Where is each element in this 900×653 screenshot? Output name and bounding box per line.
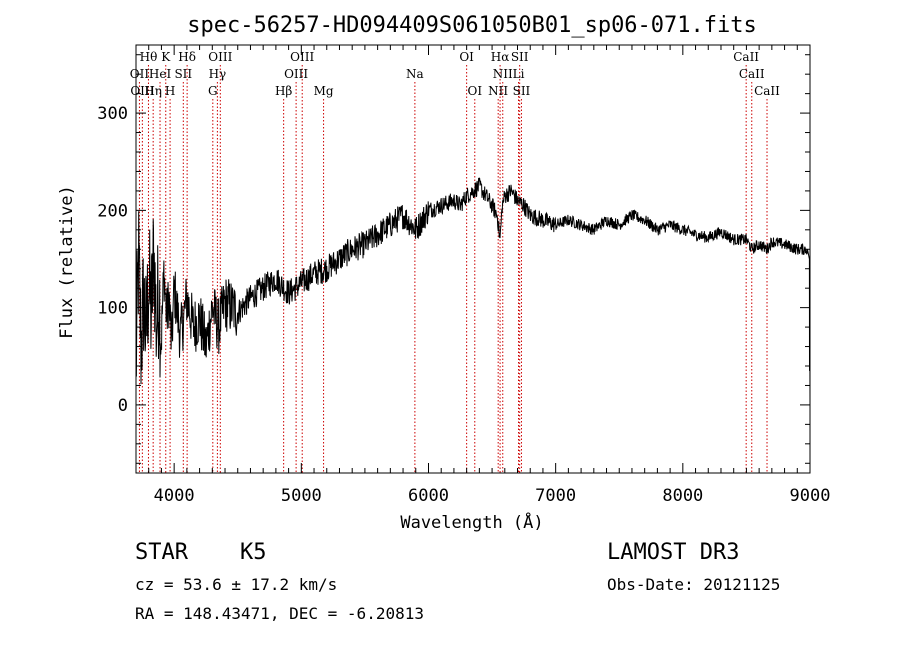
line-marker-label: Hβ [275,84,292,98]
y-tick-label: 300 [97,104,128,124]
x-tick-label: 7000 [535,486,576,506]
x-tick-label: 4000 [154,486,195,506]
x-tick-label: 8000 [662,486,703,506]
survey-name: LAMOST DR3 [607,540,740,565]
redshift-value: cz = 53.6 ± 17.2 km/s [135,575,338,594]
x-tick-label: 5000 [281,486,322,506]
x-tick-label: 6000 [408,486,449,506]
line-marker-label: HeI [149,67,172,81]
line-marker-label: Na [406,67,424,81]
spectral-subclass: K5 [240,540,267,565]
line-marker-label: Li [513,67,525,81]
y-tick-label: 200 [97,201,128,221]
line-marker-label: CaII [754,84,780,98]
line-marker-label: Hγ [209,67,227,81]
line-marker-label: OIII [290,50,314,64]
line-marker-label: OIII [208,50,232,64]
line-marker-label: CaII [739,67,765,81]
line-marker-label: OI [467,84,482,98]
x-tick-label: 9000 [790,486,831,506]
line-marker-label: NII [488,84,508,98]
line-marker-label: Hδ [178,50,196,64]
line-marker-label: Hη [144,84,162,98]
line-marker-label: Hα [491,50,510,64]
y-axis-label: Flux (relative) [57,185,77,339]
x-axis-label: Wavelength (Å) [400,511,543,533]
chart-title: spec-56257-HD094409S061050B01_sp06-071.f… [187,13,757,38]
object-type: STAR [135,540,188,565]
line-marker-label: Mg [314,84,334,98]
axis-ticks: 4000 5000 6000 7000 8000 9000 0 100 200 300 [97,45,830,506]
line-marker-label: H [165,84,175,98]
y-tick-label: 100 [97,299,128,319]
y-tick-label: 0 [118,396,128,416]
line-marker-label: CaII [733,50,759,64]
line-marker-label: SII [174,67,192,81]
line-marker-label: SII [513,84,531,98]
line-marker-label: K [161,50,171,64]
coordinates: RA = 148.43471, DEC = -6.20813 [135,604,424,623]
plot-frame [135,44,811,474]
observation-date: Obs-Date: 20121125 [607,575,781,594]
line-marker-label: OI [459,50,474,64]
line-marker-label: OIII [130,84,154,98]
line-marker-label: SII [511,50,529,64]
line-marker-label: OIII [284,67,308,81]
line-marker-label: G [208,84,218,98]
line-marker-label: NII [493,67,513,81]
flux-line [135,177,811,405]
line-marker-label: Hθ [140,50,158,64]
